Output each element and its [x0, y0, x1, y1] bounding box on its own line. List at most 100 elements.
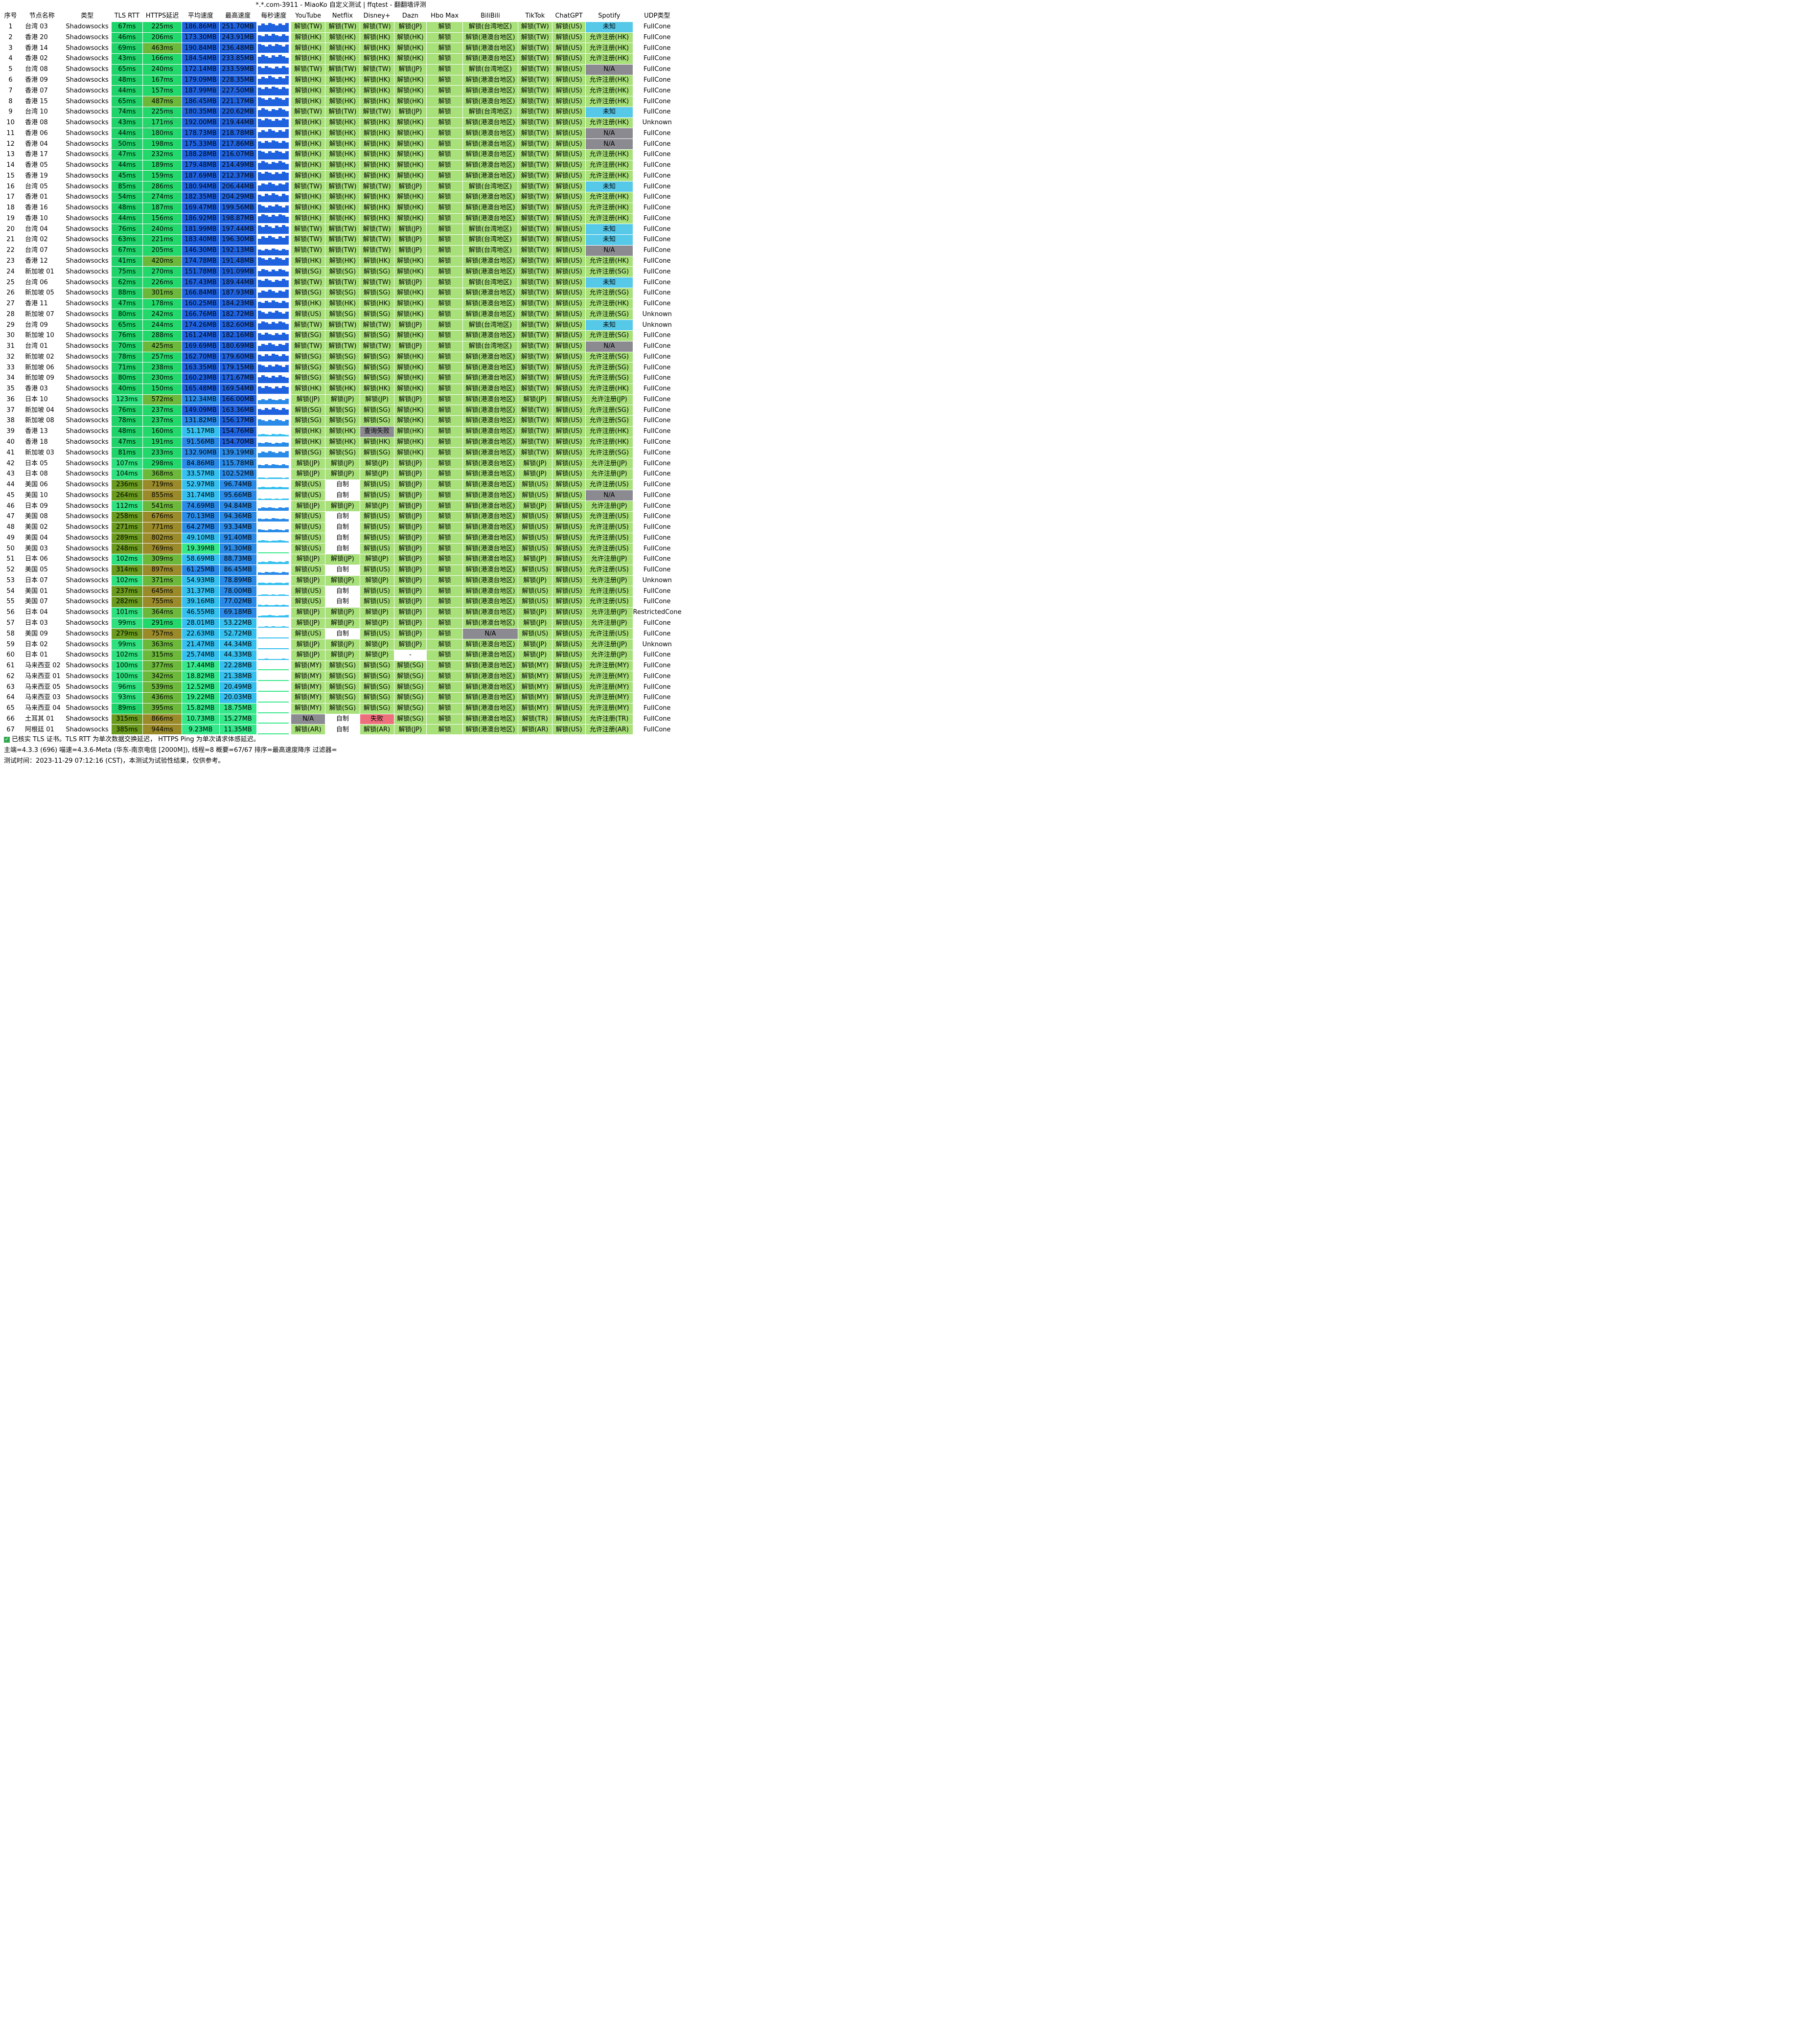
table-row[interactable]: 66 土耳其 01 Shadowsocks 315ms 866ms 10.73MB 15.2…	[0, 713, 682, 725]
column-header[interactable]: 每秒速度	[256, 11, 292, 22]
table-row[interactable]: 6 香港 09 Shadowsocks 48ms 167ms 179.09MB 228.35…	[0, 74, 682, 86]
table-row[interactable]: 42 日本 05 Shadowsocks 107ms 298ms 84.86MB 115.7…	[0, 458, 682, 469]
column-header[interactable]: 类型	[63, 11, 112, 22]
column-header[interactable]: Dazn	[393, 11, 427, 22]
column-header[interactable]: YouTube	[291, 11, 326, 22]
table-row[interactable]: 39 香港 13 Shadowsocks 48ms 160ms 51.17MB 154.76…	[0, 426, 682, 437]
table-row[interactable]: 56 日本 04 Shadowsocks 101ms 364ms 46.55MB 69.18…	[0, 607, 682, 618]
table-row[interactable]: 44 美国 06 Shadowsocks 236ms 719ms 52.97MB 96.74…	[0, 479, 682, 491]
table-row[interactable]: 35 香港 03 Shadowsocks 40ms 150ms 165.48MB 169.5…	[0, 383, 682, 395]
table-row[interactable]: 10 香港 08 Shadowsocks 43ms 171ms 192.00MB 219.4…	[0, 117, 682, 129]
table-row[interactable]: 57 日本 03 Shadowsocks 99ms 291ms 28.01MB 53.22M…	[0, 617, 682, 629]
table-row[interactable]: 21 台湾 02 Shadowsocks 63ms 221ms 183.40MB 196.3…	[0, 234, 682, 246]
table-row[interactable]: 31 台湾 01 Shadowsocks 70ms 425ms 169.69MB 180.6…	[0, 341, 682, 352]
column-header[interactable]: Hbo Max	[426, 11, 463, 22]
table-row[interactable]: 11 香港 06 Shadowsocks 44ms 180ms 178.73MB 218.7…	[0, 128, 682, 139]
unlock-status: 解锁(港澳台地区)	[462, 117, 518, 129]
table-row[interactable]: 8 香港 15 Shadowsocks 65ms 487ms 186.45MB 221.17…	[0, 96, 682, 107]
table-row[interactable]: 54 美国 01 Shadowsocks 237ms 645ms 31.37MB 78.00…	[0, 586, 682, 597]
table-row[interactable]: 50 美国 03 Shadowsocks 248ms 769ms 19.39MB 91.30…	[0, 543, 682, 555]
table-row[interactable]: 49 美国 04 Shadowsocks 289ms 802ms 49.10MB 91.40…	[0, 532, 682, 544]
column-header[interactable]: ChatGPT	[552, 11, 586, 22]
table-row[interactable]: 13 香港 17 Shadowsocks 47ms 232ms 188.28MB 216.0…	[0, 149, 682, 160]
table-row[interactable]: 36 日本 10 Shadowsocks 123ms 572ms 112.34MB 166.…	[0, 394, 682, 406]
table-row[interactable]: 25 台湾 06 Shadowsocks 62ms 226ms 167.43MB 189.4…	[0, 277, 682, 288]
column-header[interactable]: 序号	[0, 11, 22, 22]
column-header[interactable]: 平均速度	[182, 11, 220, 22]
table-row[interactable]: 30 新加坡 10 Shadowsocks 76ms 288ms 161.24MB 182.…	[0, 330, 682, 341]
table-row[interactable]: 46 日本 09 Shadowsocks 112ms 541ms 74.69MB 94.84…	[0, 500, 682, 512]
column-header[interactable]: Netflix	[325, 11, 360, 22]
table-row[interactable]: 64 马来西亚 03 Shadowsocks 93ms 436ms 19.22MB 20.0…	[0, 692, 682, 704]
table-row[interactable]: 37 新加坡 04 Shadowsocks 76ms 237ms 149.09MB 163.…	[0, 405, 682, 416]
table-row[interactable]: 51 日本 06 Shadowsocks 102ms 309ms 58.69MB 88.73…	[0, 554, 682, 565]
table-row[interactable]: 60 日本 01 Shadowsocks 102ms 315ms 25.74MB 44.33…	[0, 649, 682, 661]
table-row[interactable]: 45 美国 10 Shadowsocks 264ms 855ms 31.74MB 95.66…	[0, 490, 682, 501]
column-header[interactable]: 节点名称	[21, 11, 64, 22]
unlock-status: 解锁(JP)	[359, 617, 394, 629]
column-header[interactable]: TikTok	[517, 11, 552, 22]
table-row[interactable]: 7 香港 07 Shadowsocks 44ms 157ms 187.99MB 227.50…	[0, 85, 682, 97]
column-header[interactable]: HTTPS延迟	[142, 11, 183, 22]
table-row[interactable]: 23 香港 12 Shadowsocks 41ms 420ms 174.78MB 191.4…	[0, 255, 682, 267]
table-row[interactable]: 1 台湾 03 Shadowsocks 67ms 225ms 186.86MB 251.70…	[0, 21, 682, 33]
udp-type: FullCone	[632, 617, 682, 629]
unlock-status: 解锁	[426, 170, 463, 182]
table-row[interactable]: 33 新加坡 06 Shadowsocks 71ms 238ms 163.35MB 179.…	[0, 362, 682, 374]
table-row[interactable]: 4 香港 02 Shadowsocks 43ms 166ms 184.54MB 233.85…	[0, 53, 682, 65]
table-row[interactable]: 17 香港 01 Shadowsocks 54ms 274ms 182.35MB 204.2…	[0, 192, 682, 203]
table-row[interactable]: 3 香港 14 Shadowsocks 69ms 463ms 190.84MB 236.48…	[0, 43, 682, 54]
table-row[interactable]: 55 美国 07 Shadowsocks 282ms 755ms 39.16MB 77.02…	[0, 596, 682, 608]
sparkline-bar	[285, 312, 289, 319]
table-row[interactable]: 63 马来西亚 05 Shadowsocks 96ms 539ms 12.52MB 20.4…	[0, 681, 682, 693]
table-row[interactable]: 22 台湾 07 Shadowsocks 67ms 205ms 146.30MB 192.1…	[0, 245, 682, 256]
sparkline-bar	[281, 701, 285, 703]
table-row[interactable]: 20 台湾 04 Shadowsocks 76ms 240ms 181.99MB 197.4…	[0, 224, 682, 235]
table-row[interactable]: 34 新加坡 09 Shadowsocks 80ms 230ms 160.23MB 171.…	[0, 373, 682, 384]
table-row[interactable]: 27 香港 11 Shadowsocks 47ms 178ms 160.25MB 184.2…	[0, 298, 682, 310]
table-row[interactable]: 19 香港 10 Shadowsocks 44ms 156ms 186.92MB 198.8…	[0, 213, 682, 225]
table-row[interactable]: 67 阿根廷 01 Shadowsocks 385ms 944ms 9.23MB 11.35…	[0, 724, 682, 736]
sparkline-bar	[275, 669, 278, 671]
table-row[interactable]: 52 美国 05 Shadowsocks 314ms 897ms 61.25MB 86.45…	[0, 564, 682, 576]
table-row[interactable]: 2 香港 20 Shadowsocks 46ms 206ms 173.30MB 243.91…	[0, 32, 682, 44]
unlock-status: 解锁	[426, 351, 463, 363]
column-header[interactable]: Disney+	[359, 11, 394, 22]
table-row[interactable]: 40 香港 18 Shadowsocks 47ms 191ms 91.56MB 154.70…	[0, 436, 682, 448]
unlock-status: 解锁(US)	[291, 511, 326, 522]
table-row[interactable]: 58 美国 09 Shadowsocks 279ms 757ms 22.63MB 52.72…	[0, 628, 682, 640]
table-row[interactable]: 9 台湾 10 Shadowsocks 74ms 225ms 180.35MB 220.62…	[0, 106, 682, 118]
table-row[interactable]: 65 马来西亚 04 Shadowsocks 89ms 395ms 15.82MB 18.7…	[0, 703, 682, 714]
column-header[interactable]: BiliBili	[462, 11, 518, 22]
unlock-status: 解锁(TW)	[517, 383, 552, 395]
table-row[interactable]: 43 日本 08 Shadowsocks 104ms 368ms 33.57MB 102.5…	[0, 468, 682, 480]
table-row[interactable]: 26 新加坡 05 Shadowsocks 88ms 301ms 166.84MB 187.…	[0, 287, 682, 299]
table-row[interactable]: 24 新加坡 01 Shadowsocks 75ms 270ms 151.78MB 191.…	[0, 266, 682, 278]
table-row[interactable]: 53 日本 07 Shadowsocks 102ms 371ms 54.93MB 78.89…	[0, 575, 682, 587]
table-row[interactable]: 32 新加坡 02 Shadowsocks 78ms 257ms 162.70MB 179.…	[0, 351, 682, 363]
table-row[interactable]: 5 台湾 08 Shadowsocks 65ms 240ms 172.14MB 233.59…	[0, 64, 682, 75]
table-row[interactable]: 48 美国 02 Shadowsocks 271ms 771ms 64.27MB 93.34…	[0, 522, 682, 533]
unlock-status: 解锁(TW)	[517, 74, 552, 86]
table-row[interactable]: 16 台湾 05 Shadowsocks 85ms 286ms 180.94MB 206.4…	[0, 181, 682, 193]
table-row[interactable]: 61 马来西亚 02 Shadowsocks 100ms 377ms 17.44MB 22.…	[0, 660, 682, 672]
table-row[interactable]: 28 新加坡 07 Shadowsocks 80ms 242ms 166.76MB 182.…	[0, 309, 682, 320]
column-header[interactable]: Spotify	[585, 11, 633, 22]
table-row[interactable]: 15 香港 19 Shadowsocks 45ms 159ms 187.69MB 212.3…	[0, 170, 682, 182]
table-row[interactable]: 41 新加坡 03 Shadowsocks 81ms 233ms 132.90MB 139.…	[0, 447, 682, 459]
row-index: 64	[0, 692, 22, 704]
table-row[interactable]: 59 日本 02 Shadowsocks 99ms 363ms 21.47MB 44.34M…	[0, 639, 682, 650]
table-row[interactable]: 18 香港 16 Shadowsocks 48ms 187ms 169.47MB 199.5…	[0, 202, 682, 214]
table-row[interactable]: 38 新加坡 08 Shadowsocks 78ms 237ms 131.82MB 156.…	[0, 415, 682, 427]
row-index: 63	[0, 681, 22, 693]
column-header[interactable]: 最高速度	[219, 11, 257, 22]
column-header[interactable]: TLS RTT	[111, 11, 143, 22]
table-row[interactable]: 14 香港 05 Shadowsocks 44ms 189ms 179.48MB 214.4…	[0, 159, 682, 171]
unlock-status: 解锁(US)	[291, 532, 326, 544]
table-row[interactable]: 29 台湾 09 Shadowsocks 65ms 244ms 174.26MB 182.6…	[0, 319, 682, 331]
table-row[interactable]: 62 马来西亚 01 Shadowsocks 100ms 342ms 18.82MB 21.…	[0, 671, 682, 682]
https-latency: 270ms	[142, 266, 183, 278]
table-row[interactable]: 12 香港 04 Shadowsocks 50ms 198ms 175.33MB 217.8…	[0, 138, 682, 150]
table-row[interactable]: 47 美国 08 Shadowsocks 258ms 676ms 70.13MB 94.36…	[0, 511, 682, 522]
column-header[interactable]: UDP类型	[632, 11, 682, 22]
